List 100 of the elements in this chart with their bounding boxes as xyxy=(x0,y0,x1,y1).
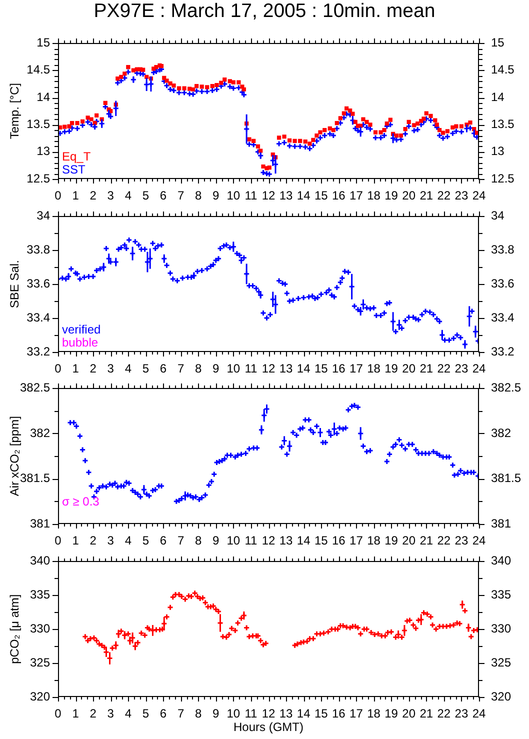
y-tick-label: 14 xyxy=(36,90,50,104)
x-tick-label: 19 xyxy=(384,362,398,376)
x-tick-label: 24 xyxy=(472,706,486,721)
x-tick-label: 15 xyxy=(314,362,328,376)
y2-tick-label: 15 xyxy=(491,36,505,50)
x-tick-label: 19 xyxy=(384,534,398,548)
x-tick-label: 5 xyxy=(142,706,150,721)
x-tick-label: 11 xyxy=(244,534,258,548)
y2-tick-label: 12.5 xyxy=(491,171,515,186)
x-tick-label: 8 xyxy=(194,362,202,376)
x-tick-label: 19 xyxy=(384,706,398,721)
x-tick-label: 7 xyxy=(177,706,184,721)
x-tick-label: 10 xyxy=(226,534,240,548)
x-tick-label: 4 xyxy=(124,706,132,721)
y-tick-label: 340 xyxy=(30,554,50,568)
y2-tick-label: 33.2 xyxy=(491,344,515,358)
x-tick-label: 4 xyxy=(124,534,132,548)
x-tick-label: 0 xyxy=(54,706,62,721)
x-tick-label: 18 xyxy=(367,188,381,203)
y-axis-title: Temp. [°C] xyxy=(8,83,22,140)
x-tick-label: 15 xyxy=(314,534,328,548)
x-tick-label: 18 xyxy=(367,706,381,721)
x-tick-label: 16 xyxy=(332,188,346,203)
y2-tick-label: 13.5 xyxy=(491,116,515,131)
y2-tick-label: 382.5 xyxy=(491,380,522,395)
y2-tick-label: 340 xyxy=(491,554,512,568)
text: SST xyxy=(62,162,86,176)
series-label: Eq_T xyxy=(62,149,92,164)
y-axis-title: Air xCO₂ [ppm] xyxy=(8,416,22,496)
x-tick-label: 14 xyxy=(296,362,311,376)
y2-tick-label: 320 xyxy=(491,689,512,704)
y2-tick-label: 13 xyxy=(491,144,505,158)
x-tick-label: 24 xyxy=(472,362,486,376)
y-tick-label: 33.6 xyxy=(26,276,50,290)
y-tick-label: 13 xyxy=(36,144,50,158)
y2-tick-label: 381.5 xyxy=(491,471,522,486)
x-tick-label: 8 xyxy=(194,534,202,548)
y2-tick-label: 33.4 xyxy=(491,310,515,324)
x-tick-label: 20 xyxy=(402,362,416,376)
x-tick-label: 5 xyxy=(142,188,150,203)
x-tick-label: 8 xyxy=(194,706,202,721)
y-tick-label: 381.5 xyxy=(20,471,50,486)
y-tick-label: 15 xyxy=(36,36,50,50)
y2-tick-label: 33.8 xyxy=(491,242,515,256)
x-tick-label: 12 xyxy=(262,706,276,721)
x-tick-label: 1 xyxy=(72,188,80,203)
x-tick-label: 4 xyxy=(124,188,132,203)
y-tick-label: 34 xyxy=(36,208,50,223)
x-tick-label: 13 xyxy=(279,188,294,203)
y-tick-label: 325 xyxy=(30,655,50,670)
x-tick-label: 3 xyxy=(107,534,114,548)
x-tick-label: 9 xyxy=(212,188,220,203)
x-tick-label: 11 xyxy=(244,188,258,203)
x-tick-label: 15 xyxy=(314,188,328,203)
x-tick-label: 21 xyxy=(420,188,434,203)
x-tick-label: 4 xyxy=(124,362,132,376)
x-tick-label: 22 xyxy=(437,362,451,376)
x-axis-title: Hours (GMT) xyxy=(234,720,304,734)
x-tick-label: 5 xyxy=(142,362,150,376)
x-tick-label: 2 xyxy=(90,534,97,548)
y2-tick-label: 14 xyxy=(491,90,505,104)
x-tick-label: 22 xyxy=(437,706,451,721)
x-tick-label: 14 xyxy=(296,706,311,721)
x-tick-label: 23 xyxy=(454,362,468,376)
y-axis-title: SBE Sal. xyxy=(8,260,22,308)
y2-tick-label: 330 xyxy=(491,621,512,636)
x-tick-label: 23 xyxy=(454,188,468,203)
y-tick-label: 382.5 xyxy=(20,380,50,395)
x-tick-label: 7 xyxy=(177,188,184,203)
x-tick-label: 13 xyxy=(279,362,294,376)
x-tick-label: 13 xyxy=(279,534,294,548)
y-tick-label: 330 xyxy=(30,621,50,636)
x-tick-label: 23 xyxy=(454,706,468,721)
x-tick-label: 0 xyxy=(54,362,62,376)
y-tick-label: 335 xyxy=(30,587,50,602)
y-tick-label: 33.8 xyxy=(26,242,50,256)
x-tick-label: 2 xyxy=(90,362,97,376)
y2-tick-label: 381 xyxy=(491,516,512,530)
x-tick-label: 17 xyxy=(350,362,364,376)
text: verified xyxy=(62,322,101,336)
x-tick-label: 2 xyxy=(90,188,97,203)
x-tick-label: 23 xyxy=(454,534,468,548)
y-tick-label: 382 xyxy=(30,426,50,440)
y2-tick-label: 335 xyxy=(491,587,512,602)
x-tick-label: 8 xyxy=(194,188,202,203)
x-tick-label: 7 xyxy=(177,362,184,376)
x-tick-label: 6 xyxy=(160,706,167,721)
x-tick-label: 14 xyxy=(296,188,311,203)
y-tick-label: 14.5 xyxy=(26,62,50,77)
y2-tick-label: 34 xyxy=(491,208,505,223)
x-tick-label: 3 xyxy=(107,362,114,376)
x-tick-label: 19 xyxy=(384,188,398,203)
x-tick-label: 11 xyxy=(244,706,258,721)
y-tick-label: 13.5 xyxy=(26,116,50,131)
y-tick-label: 320 xyxy=(30,689,50,704)
x-tick-label: 22 xyxy=(437,534,451,548)
x-tick-label: 1 xyxy=(72,534,80,548)
x-tick-label: 15 xyxy=(314,706,328,721)
x-tick-label: 5 xyxy=(142,534,150,548)
x-tick-label: 13 xyxy=(279,706,294,721)
